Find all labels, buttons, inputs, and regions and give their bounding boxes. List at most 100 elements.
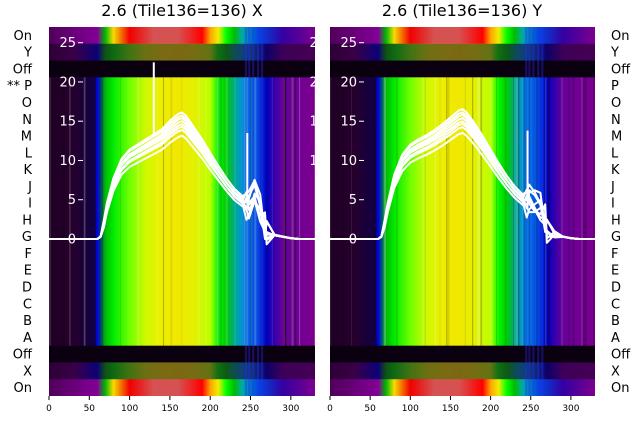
- heatmap-streak: [69, 77, 71, 346]
- overlay-trace-6: [49, 117, 315, 240]
- heatmap-streak: [252, 77, 254, 346]
- heatmap-streak: [424, 77, 426, 346]
- x-tick-label: 200: [202, 404, 219, 414]
- heatmap-row-4: [49, 94, 315, 112]
- heatmap-streak: [69, 77, 70, 346]
- y-tick-label-overflow: 25: [309, 36, 326, 51]
- heatmap-streak: [62, 77, 65, 346]
- heatmap-streak: [291, 77, 294, 346]
- heatmap-streak: [439, 77, 441, 346]
- heatmap-streak: [170, 77, 173, 346]
- heatmap-streak: [330, 77, 332, 346]
- y-tick-label: 5: [68, 193, 76, 208]
- heatmap-streak: [80, 77, 82, 346]
- panel-y-y-ticks: 0 0 5 5 10 10 15 15 20 20 25 25: [309, 36, 364, 247]
- heatmap-streak: [205, 77, 207, 346]
- row-label: D: [611, 280, 621, 295]
- heatmap-streak: [585, 77, 587, 346]
- heatmap-row-19: [49, 345, 315, 363]
- heatmap-streak: [422, 77, 424, 346]
- row-label: On: [14, 29, 32, 44]
- heatmap-row-2: [49, 60, 315, 78]
- heatmap-streak: [464, 77, 466, 346]
- heatmap-row-13: [49, 245, 315, 263]
- heatmap-streak: [198, 77, 200, 346]
- overlay-trace-0: [330, 131, 595, 240]
- heatmap-row-14: [330, 261, 595, 280]
- heatmap-streak: [218, 77, 221, 346]
- x-tick-label: 250: [242, 404, 259, 414]
- heatmap-streak: [581, 77, 583, 346]
- row-label: C: [23, 297, 32, 312]
- panel-x-traces: [49, 62, 315, 246]
- row-label: A: [611, 331, 620, 346]
- y-tick-label: 0: [68, 232, 76, 247]
- heatmap-streak: [313, 77, 315, 346]
- heatmap-row-21: [49, 379, 315, 396]
- row-label: Y: [23, 46, 32, 61]
- row-label: Off: [611, 348, 631, 363]
- heatmap-streak: [561, 77, 563, 346]
- heatmap-streak: [572, 77, 575, 346]
- heatmap-streak: [298, 77, 301, 346]
- panel-y-title: 2.6 (Tile136=136) Y: [382, 1, 543, 20]
- heatmap-row-0: [330, 27, 595, 45]
- row-label: H: [22, 213, 32, 228]
- row-label: F: [25, 247, 32, 262]
- row-label: D: [22, 280, 32, 295]
- heatmap-streak: [290, 77, 292, 346]
- heatmap-row-21: [330, 379, 595, 396]
- row-label: I: [28, 197, 32, 212]
- heatmap-row-12: [49, 228, 315, 246]
- heatmap-streak: [99, 77, 102, 346]
- row-label: Off: [611, 62, 631, 77]
- overlay-trace-3: [49, 125, 315, 240]
- heatmap-row-3: [49, 77, 315, 95]
- heatmap-streak: [254, 77, 257, 346]
- row-label: K: [611, 163, 620, 178]
- heatmap-streak: [513, 77, 516, 346]
- overlay-trace-7: [49, 111, 315, 240]
- heatmap-band: [244, 27, 248, 396]
- row-label: O: [22, 96, 32, 111]
- heatmap-row-17: [330, 312, 595, 330]
- heatmap-streak: [435, 77, 437, 346]
- row-label: P: [611, 79, 619, 94]
- heatmap-row-15: [49, 278, 315, 296]
- heatmap-row-shade-1: [330, 43, 595, 62]
- heatmap-streak: [283, 77, 285, 346]
- heatmap-streak: [294, 77, 297, 346]
- row-label: G: [611, 230, 621, 245]
- x-tick-label: 150: [161, 404, 178, 414]
- row-label: O: [611, 96, 621, 111]
- heatmap-streak: [294, 77, 297, 346]
- y-tick-label-overflow: 0: [318, 232, 326, 247]
- y-tick-label: 20: [59, 75, 76, 90]
- row-label: B: [611, 314, 620, 329]
- heatmap-row-4: [330, 94, 595, 112]
- y-tick-label: 5: [349, 193, 357, 208]
- heatmap-streak: [496, 77, 497, 346]
- panel-y-x-ticks: 0 50 100 150 200 250 300: [327, 396, 580, 414]
- panel-x-x-ticks: 0 50 100 150 200 250 300: [46, 396, 300, 414]
- row-label: N: [22, 113, 32, 128]
- heatmap-row-18: [49, 328, 315, 347]
- panel-x-title: 2.6 (Tile136=136) X: [101, 1, 263, 20]
- row-label: L: [611, 146, 619, 161]
- row-label: J: [27, 180, 32, 195]
- heatmap-row-5: [330, 110, 595, 129]
- heatmap-streak: [396, 77, 398, 346]
- heatmap-row-0: [49, 27, 315, 45]
- x-tick-label: 0: [46, 404, 52, 414]
- heatmap-streak: [593, 77, 595, 346]
- heatmap-streak: [217, 77, 220, 346]
- y-tick-label: 10: [59, 154, 76, 169]
- x-tick-label: 250: [522, 404, 539, 414]
- y-tick-label-overflow: 10: [309, 154, 326, 169]
- row-label: C: [611, 297, 620, 312]
- x-tick-label: 100: [402, 404, 419, 414]
- row-label: Off: [13, 348, 33, 363]
- heatmap-left-dark: [49, 77, 96, 346]
